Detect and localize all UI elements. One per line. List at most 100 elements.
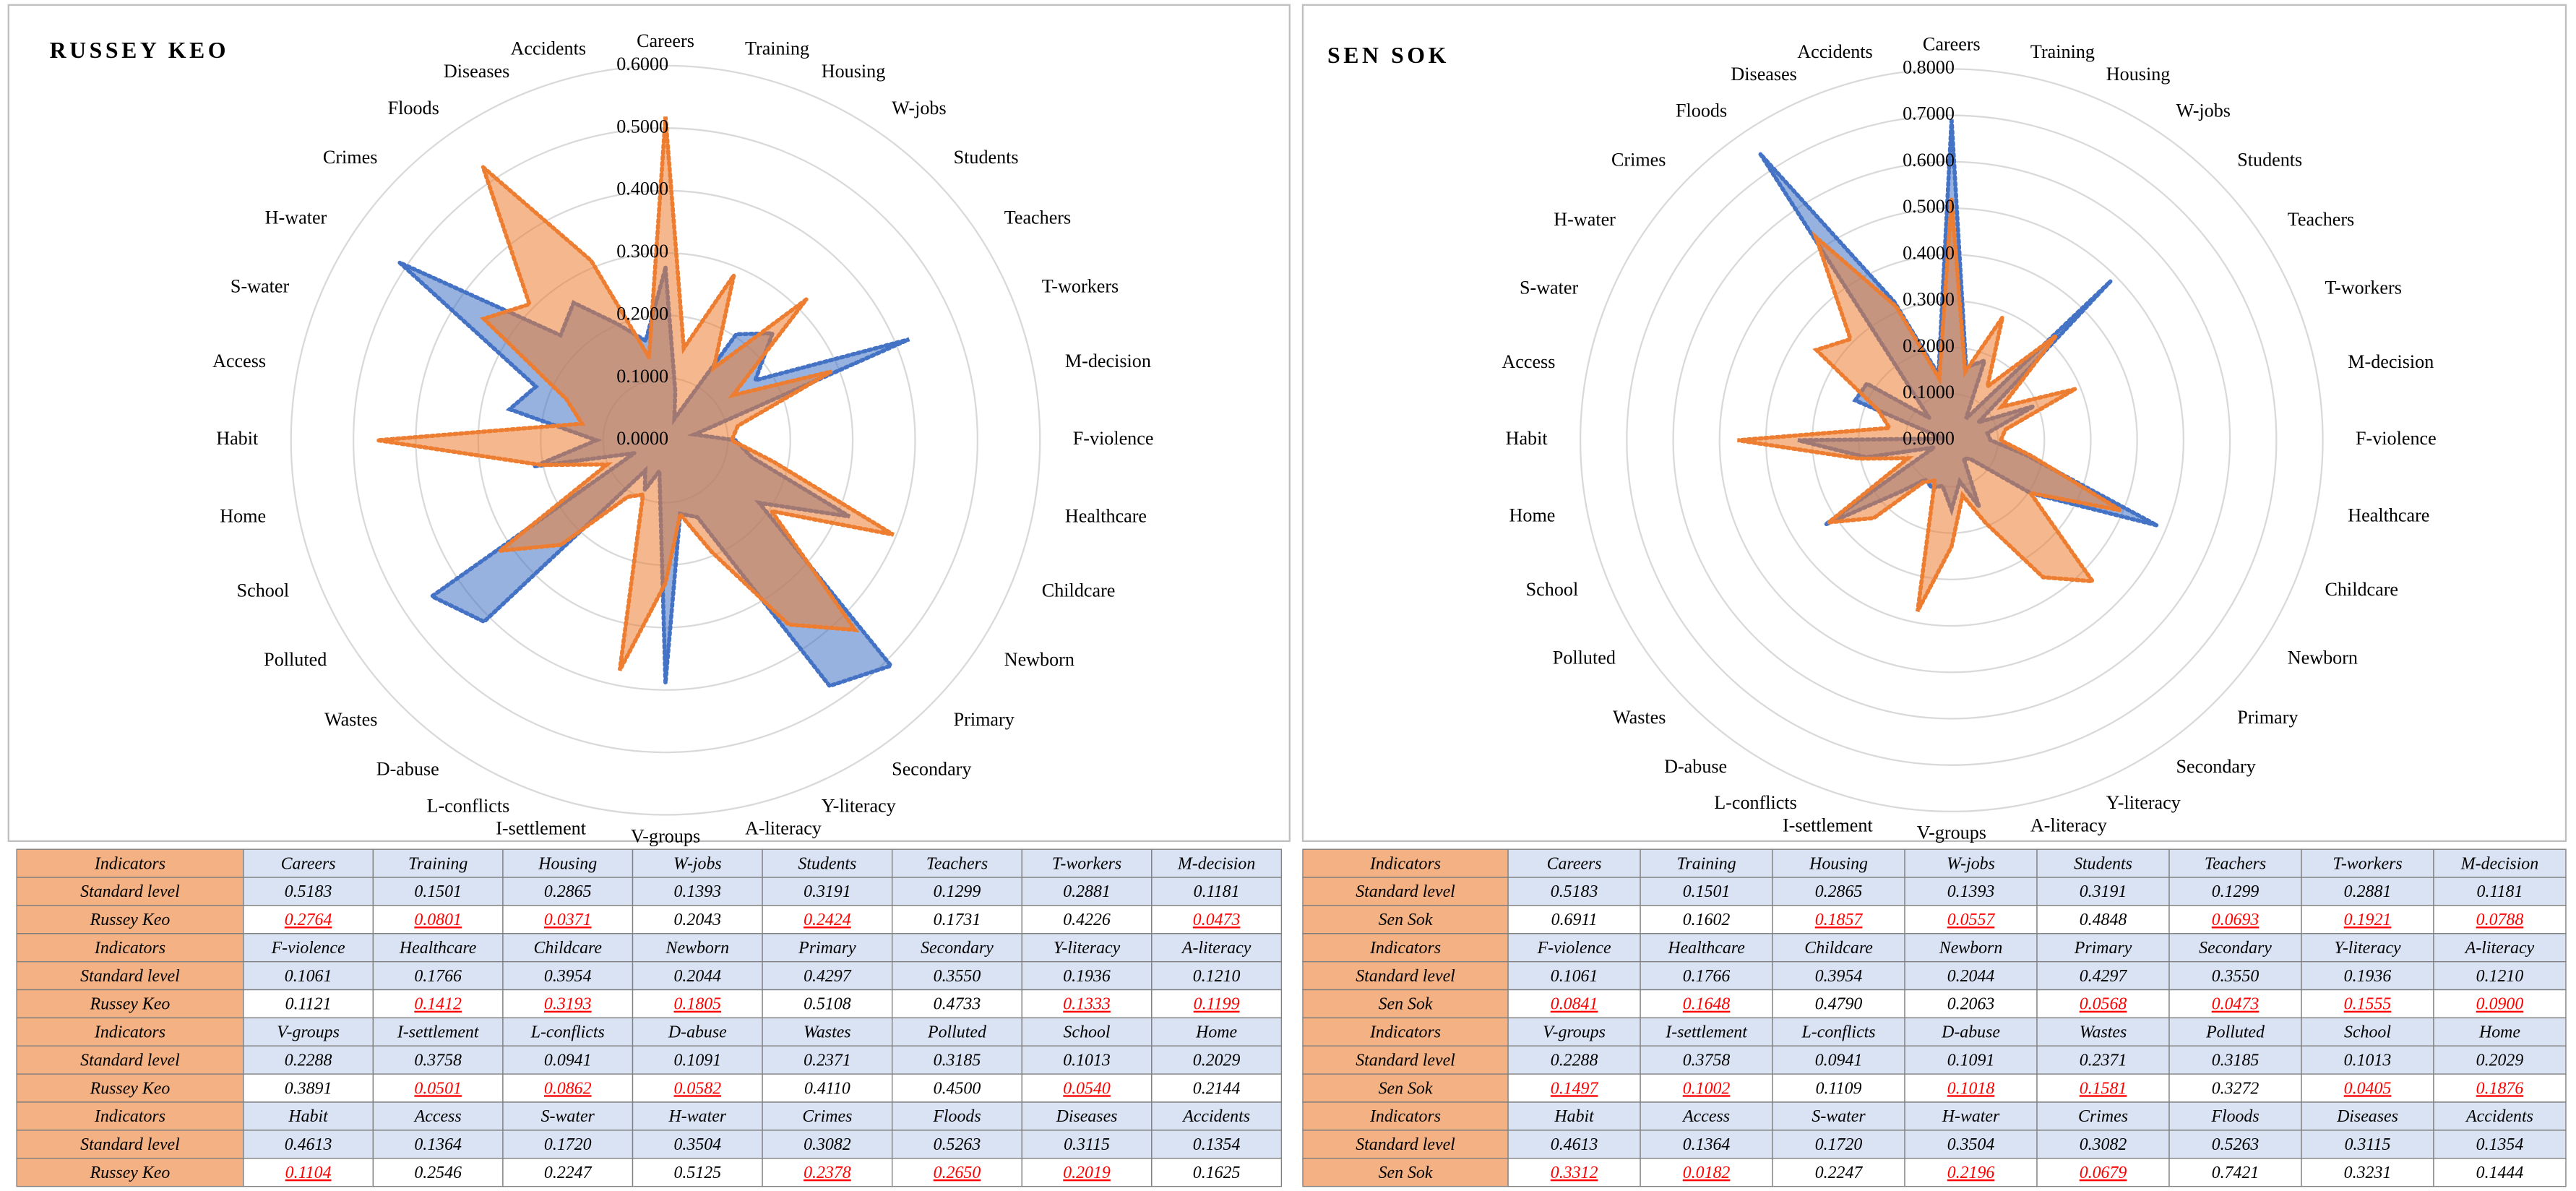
table-row-label: Indicators (1369, 1023, 1441, 1042)
table-value: Training (1676, 854, 1736, 873)
table-label-cell (1302, 905, 1509, 934)
axis-label: H-water (265, 207, 327, 228)
table-cell (1640, 1073, 1773, 1103)
table-value: 0.3504 (1947, 1135, 1995, 1154)
y-tick-label: 0.3000 (1903, 289, 1955, 310)
axis-label: T-workers (2325, 277, 2401, 298)
axis-label: D-abuse (1664, 756, 1727, 777)
table-value: Training (408, 854, 468, 873)
table-cell (372, 1073, 504, 1103)
table-value: 0.3272 (2212, 1079, 2260, 1098)
axis-label: Diseases (444, 61, 509, 82)
table-row-label: Indicators (1369, 1107, 1441, 1126)
axis-label: Floods (388, 98, 439, 119)
table-value: 0.2288 (1551, 1051, 1598, 1070)
table-value: 0.2029 (2476, 1051, 2524, 1070)
axis-label: Housing (2106, 64, 2171, 85)
table-cell (1507, 1130, 1641, 1159)
axis-label: School (237, 580, 290, 601)
table-cell (1151, 989, 1283, 1019)
table-cell (1507, 905, 1641, 934)
table-value: Healthcare (1667, 939, 1745, 958)
axis-label: Students (2237, 149, 2302, 170)
table-value: Childcare (533, 939, 602, 958)
table-value: 0.1091 (1947, 1051, 1995, 1070)
table-value: 0.2063 (1947, 995, 1995, 1014)
table-value: W-jobs (1947, 854, 1995, 873)
table-value: School (2344, 1023, 2391, 1042)
table-cell (1640, 933, 1773, 963)
y-tick-label: 0.8000 (1903, 56, 1955, 77)
table-value: 0.6911 (1551, 911, 1598, 929)
axis-label: Wastes (1613, 707, 1666, 728)
table-cell (2301, 1158, 2434, 1187)
table-cell (372, 960, 504, 991)
chart-title: RUSSEY KEO (50, 38, 229, 63)
table-cell (632, 1158, 763, 1187)
table-cell (762, 1045, 893, 1075)
table-value: 0.3954 (1815, 967, 1863, 986)
table-cell (2036, 1130, 2170, 1159)
table-value: 0.0841 (1551, 995, 1598, 1014)
axis-label: Access (212, 351, 266, 371)
table-row-label: Sen Sok (1379, 1164, 1433, 1182)
table-cell (2301, 1017, 2434, 1046)
table-label-cell (16, 1101, 244, 1131)
axis-label: Accidents (1797, 41, 1872, 62)
table-cell (2036, 1101, 2170, 1131)
table-value: 0.1121 (285, 995, 332, 1014)
table-cell (1507, 1158, 1641, 1187)
table-value: 0.2247 (544, 1164, 593, 1182)
table-value: Y-literacy (2334, 939, 2401, 958)
table-cell (2168, 877, 2302, 906)
table-cell (372, 905, 504, 934)
table-value: 0.5125 (674, 1164, 722, 1182)
table-cell (1021, 848, 1153, 878)
table-value: 0.0941 (544, 1051, 592, 1070)
table-value: 0.0371 (544, 911, 592, 929)
table-row-label: Sen Sok (1379, 1079, 1433, 1098)
table-cell (892, 1158, 1022, 1187)
table-value: 0.2424 (804, 911, 851, 929)
table-value: 0.1210 (2476, 967, 2524, 986)
table-cell (1904, 905, 2038, 934)
table-row-label: Russey Keo (90, 1164, 171, 1182)
table-value: 0.3082 (2080, 1135, 2127, 1154)
table-value: 0.1602 (1683, 911, 1731, 929)
table-cell (2433, 1101, 2567, 1131)
table-value: 0.5108 (804, 995, 851, 1014)
axis-label: School (1526, 579, 1579, 600)
table-cell (892, 877, 1022, 906)
table-cell (1640, 960, 1773, 991)
table-label-cell (1302, 933, 1509, 963)
table-label-cell (1302, 1101, 1509, 1131)
axis-label: Home (1509, 505, 1556, 526)
table-cell (892, 1101, 1022, 1131)
table-value: 0.1648 (1683, 995, 1731, 1014)
y-tick-label: 0.6000 (616, 53, 668, 74)
axis-label: W-jobs (2176, 100, 2230, 121)
table-value: 0.0801 (414, 911, 462, 929)
table-value: 0.1364 (414, 1135, 462, 1154)
table-cell (2301, 1101, 2434, 1131)
table-cell (1904, 989, 2038, 1019)
axis-label: Housing (822, 61, 886, 82)
table-cell (243, 1017, 374, 1046)
table-cell (372, 1130, 504, 1159)
table-value: 0.1921 (2344, 911, 2392, 929)
table-value: 0.4613 (285, 1135, 332, 1154)
table-value: 0.4297 (2080, 967, 2128, 986)
table-value: 0.3504 (674, 1135, 722, 1154)
table-cell (1151, 905, 1283, 934)
table-value: 0.1731 (934, 911, 981, 929)
axis-label: Habit (216, 428, 259, 449)
table-value: Wastes (2080, 1023, 2127, 1042)
table-cell (1640, 905, 1773, 934)
table-value: 0.3231 (2344, 1164, 2392, 1182)
table-value: Floods (932, 1107, 981, 1126)
table-value: 0.1018 (1947, 1079, 1995, 1098)
table-value: 0.3115 (1064, 1135, 1110, 1154)
table-label-cell (16, 1158, 244, 1187)
table-value: 0.1720 (1815, 1135, 1863, 1154)
table-value: Childcare (1804, 939, 1873, 958)
